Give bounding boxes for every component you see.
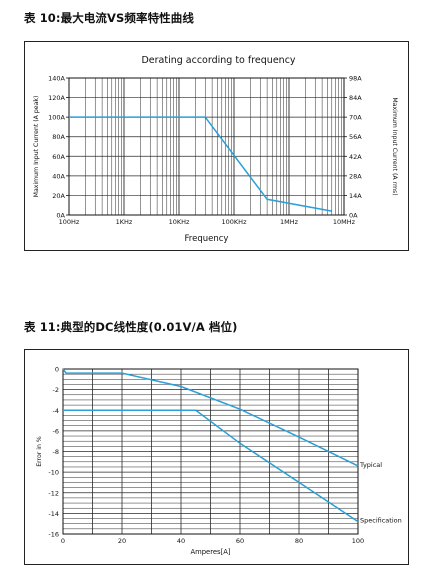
x-tick-label: 80 <box>295 537 303 545</box>
linearity-chart: 0-2-4-6-8-10-12-14-160 20 40 60 80 100Amperes… <box>36 366 402 557</box>
chart-title: Derating according to frequency <box>141 55 295 66</box>
y-tick-label-right: 70A <box>349 114 362 122</box>
y-axis-label-right: Maximum Input Current (A rms) <box>391 97 398 195</box>
y-tick-label: 0 <box>55 366 59 374</box>
plot-border <box>68 77 345 216</box>
x-axis-label: Frequency <box>185 234 229 244</box>
y-tick-label-right: 0A <box>349 212 358 220</box>
derating-chart-frame: Derating according to frequency 0A 20A 40A 6… <box>24 41 409 251</box>
y-tick-label-left: 20A <box>52 192 65 200</box>
x-tick-label: 40 <box>177 537 185 545</box>
y-tick-label-left: 100A <box>48 114 65 122</box>
y-tick-label-right: 14A <box>349 192 362 200</box>
y-tick-label-right: 84A <box>349 94 362 102</box>
x-tick-label: 20 <box>118 537 126 545</box>
y-tick-label: -10 <box>48 469 59 477</box>
x-tick-label: 10KHz <box>169 218 190 226</box>
x-tick-label: 100Hz <box>59 218 80 226</box>
y-tick-label-left: 0A <box>56 212 65 220</box>
typical-series-label: Typical <box>359 461 382 469</box>
y-tick-label: -16 <box>48 531 59 539</box>
y-tick-label-right: 42A <box>349 153 362 161</box>
y-tick-label-left: 120A <box>48 94 65 102</box>
derating-series-line <box>69 116 332 212</box>
table10-heading: 表 10:最大电流VS频率特性曲线 <box>24 11 194 25</box>
x-tick-label: 10MHz <box>333 218 356 226</box>
y-tick-label-left: 80A <box>52 133 65 141</box>
x-tick-label: 100 <box>352 537 364 545</box>
y-tick-label-right: 98A <box>349 75 362 83</box>
y-tick-label: -8 <box>53 448 59 456</box>
y-tick-label: -4 <box>53 407 59 415</box>
specification-series-label: Specification <box>360 517 402 525</box>
y-tick-label-left: 60A <box>52 153 65 161</box>
x-axis-label: Amperes[A] <box>190 548 230 556</box>
linearity-chart-frame: 0 -2 -4 -6 -8 -10 -12 -14 -16 0 20 40 60 80 100 Amperes… <box>24 349 409 565</box>
y-axis-label: Error in % <box>36 436 43 467</box>
plot-border <box>62 368 359 535</box>
y-axis-label-left: Maximum Input Current (A peak) <box>33 96 40 198</box>
y-tick-label-left: 40A <box>52 172 65 180</box>
x-tick-label: 0 <box>61 537 65 545</box>
typical-series-line <box>62 368 359 467</box>
y-tick-label-right: 56A <box>349 133 362 141</box>
derating-chart: Derating according to frequency 0A 20A 40A 6… <box>33 55 398 244</box>
x-tick-label: 1MHz <box>280 218 299 226</box>
y-tick-label: -6 <box>53 427 59 435</box>
y-tick-label: -12 <box>48 489 59 497</box>
x-tick-label: 60 <box>236 537 244 545</box>
x-tick-label: 1KHz <box>116 218 133 226</box>
y-tick-label: -2 <box>53 386 59 394</box>
specification-series-line <box>63 409 359 523</box>
table11-heading: 表 11:典型的DC线性度(0.01V/A 档位) <box>24 320 238 334</box>
x-tick-label: 100KHz <box>222 218 248 226</box>
y-tick-label-left: 140A <box>48 75 65 83</box>
y-tick-label: -14 <box>48 510 59 518</box>
y-tick-label-right: 28A <box>349 172 362 180</box>
